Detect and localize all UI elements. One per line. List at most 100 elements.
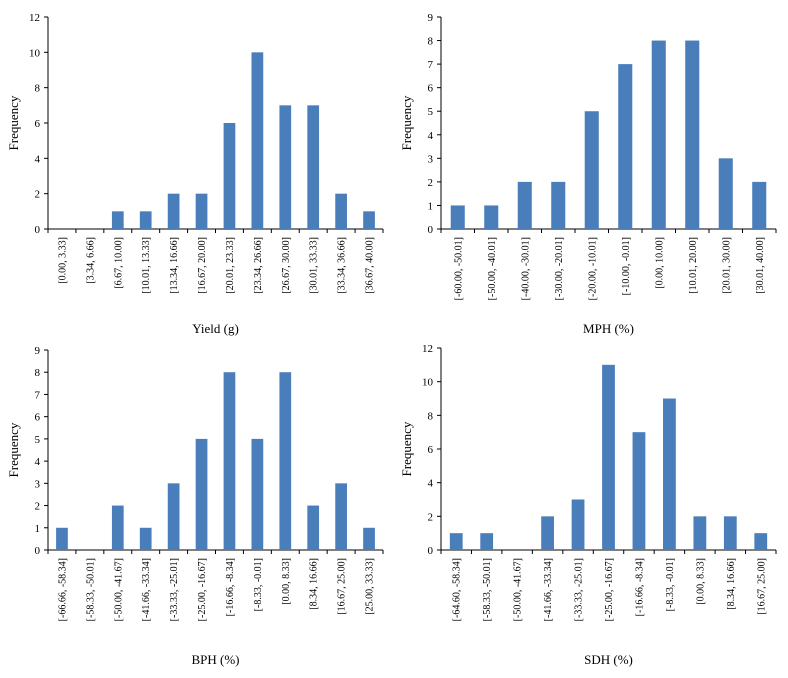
- x-axis-title: Yield (g): [192, 321, 239, 336]
- y-tick-label: 5: [35, 434, 41, 446]
- bar-33-34-36-66: [335, 193, 347, 229]
- x-tick-label: [-64.60, -58.34]: [452, 558, 463, 621]
- x-tick-label: [25.00, 33.33]: [365, 558, 376, 615]
- y-tick-label: 2: [428, 511, 434, 523]
- bar-16-66-8-34: [223, 372, 236, 550]
- y-axis-title: Frequency: [6, 95, 21, 150]
- bar-20-01-23-33: [223, 123, 236, 229]
- x-tick-label: [13.34, 16.66]: [169, 237, 180, 294]
- y-axis-title: Frequency: [399, 95, 414, 150]
- x-tick-label: [0.00, 8.33]: [695, 558, 706, 605]
- y-tick-label: 7: [428, 59, 434, 71]
- y-tick-label: 4: [428, 478, 434, 490]
- x-tick-label: [3.34, 6.66]: [85, 237, 96, 284]
- y-tick-label: 10: [29, 47, 41, 59]
- x-tick-label: [-16.66, -8.34]: [225, 558, 236, 616]
- bar-20-00-10-01: [584, 111, 599, 229]
- bar-8-33-0-01: [663, 398, 676, 550]
- bar-16-67-25-00: [754, 533, 768, 550]
- y-tick-label: 3: [35, 478, 41, 490]
- y-tick-label: 0: [35, 545, 41, 557]
- y-tick-label: 2: [35, 189, 41, 201]
- x-tick-label: [-41.66, -33.34]: [543, 558, 554, 621]
- x-tick-label: [-50.00, -41.67]: [513, 558, 524, 621]
- y-axis-title: Frequency: [399, 421, 414, 476]
- bar-41-66-33-34: [541, 516, 554, 550]
- bar-20-01-30-00: [718, 158, 733, 229]
- bar-10-01-20-00: [685, 40, 700, 229]
- x-tick-label: [-30.00, -20.01]: [554, 237, 565, 300]
- y-tick-label: 8: [35, 367, 41, 379]
- chart-panel-yield: 0 2 4 6 8 10 12 [0.00, 3.33] [3.34, 6.66] [6.67, …: [6, 12, 384, 336]
- x-tick-label: [20.01, 30.00]: [721, 237, 732, 294]
- bar-25-00-16-67: [602, 364, 615, 550]
- x-tick-label: [33.34, 36.66]: [337, 237, 348, 294]
- bar-8-34-16-66: [307, 505, 320, 550]
- y-tick-label: 8: [35, 83, 41, 95]
- y-tick-label: 8: [428, 36, 434, 48]
- x-axis-title: BPH (%): [191, 652, 239, 667]
- bar-25-00-16-67: [195, 438, 208, 550]
- y-tick-label: 9: [428, 12, 434, 24]
- x-tick-label: [-58.33, -50.01]: [85, 558, 96, 621]
- y-tick-label: 5: [428, 106, 434, 118]
- x-axis-title: SDH (%): [584, 652, 633, 667]
- x-tick-label: [-50.00, -41.67]: [113, 558, 124, 621]
- bar-30-00-20-01: [551, 181, 566, 229]
- y-tick-label: 1: [35, 523, 41, 535]
- x-tick-label: [10.01, 20.00]: [688, 237, 699, 294]
- y-tick-label: 12: [29, 12, 40, 24]
- bar-13-34-16-66: [167, 193, 180, 229]
- y-tick-label: 6: [428, 83, 434, 95]
- bar-50-00-41-67: [111, 505, 124, 550]
- x-tick-label: [30.01, 33.33]: [309, 237, 320, 294]
- bar-60-00-50-01: [450, 205, 465, 229]
- y-tick-label: 2: [428, 177, 434, 189]
- x-tick-label: [-58.33, -50.01]: [482, 558, 493, 621]
- x-tick-label: [0.00, 3.33]: [57, 237, 68, 284]
- x-tick-label: [26.67, 30.00]: [281, 237, 292, 294]
- bar-30-01-40-00: [752, 181, 767, 229]
- bar-16-67-25-00: [335, 483, 347, 550]
- bar-10-00-0-01: [618, 64, 633, 229]
- bar-64-60-58-34: [449, 533, 463, 550]
- y-tick-label: 4: [35, 153, 41, 165]
- bar-16-67-20-00: [195, 193, 208, 229]
- y-tick-label: 10: [422, 377, 434, 389]
- y-tick-label: 4: [428, 130, 434, 142]
- x-tick-label: [-33.33, -25.01]: [169, 558, 180, 621]
- x-tick-label: [-25.00, -16.67]: [197, 558, 208, 621]
- x-tick-label: [-10.00, -0.01]: [621, 237, 632, 295]
- x-tick-label: [-33.33, -25.01]: [574, 558, 585, 621]
- y-tick-label: 6: [35, 412, 41, 424]
- x-tick-label: [-50.00, -40.01]: [487, 237, 498, 300]
- x-tick-label: [-8.33, -0.01]: [253, 558, 264, 611]
- y-tick-label: 6: [428, 444, 434, 456]
- x-tick-label: [8.34, 16.66]: [309, 558, 320, 610]
- bar-66-66-58-34: [56, 527, 68, 550]
- x-tick-label: [16.67, 25.00]: [756, 558, 767, 615]
- bar-40-00-30-01: [517, 181, 532, 229]
- bar-33-33-25-01: [167, 483, 180, 550]
- x-tick-label: [-8.33, -0.01]: [665, 558, 676, 611]
- x-tick-label: [-25.00, -16.67]: [604, 558, 615, 621]
- bar-0-00-10-00: [651, 40, 666, 229]
- x-tick-label: [16.67, 20.00]: [197, 237, 208, 294]
- x-tick-label: [-20.00, -10.01]: [587, 237, 598, 300]
- x-tick-label: [-40.00, -30.01]: [520, 237, 531, 300]
- bar-50-00-40-01: [484, 205, 499, 229]
- bar-33-33-25-01: [571, 499, 585, 550]
- y-tick-label: 0: [35, 224, 41, 236]
- y-tick-label: 8: [428, 410, 434, 422]
- chart-panel-mph: 0 1 2 3 4 5 6 7 8 9 [-60.00, -50.01] [-50.00, -40.0…: [399, 12, 777, 336]
- x-tick-label: [-16.66, -8.34]: [634, 558, 645, 616]
- y-tick-label: 12: [422, 343, 433, 355]
- bar-58-33-50-01: [480, 533, 494, 550]
- bar-10-01-13-33: [139, 211, 152, 229]
- x-axis-title: MPH (%): [583, 321, 634, 336]
- y-tick-label: 0: [428, 224, 434, 236]
- y-axis-title: Frequency: [6, 422, 21, 477]
- bar-8-34-16-66: [723, 516, 737, 550]
- bar-0-00-8-33: [279, 372, 292, 550]
